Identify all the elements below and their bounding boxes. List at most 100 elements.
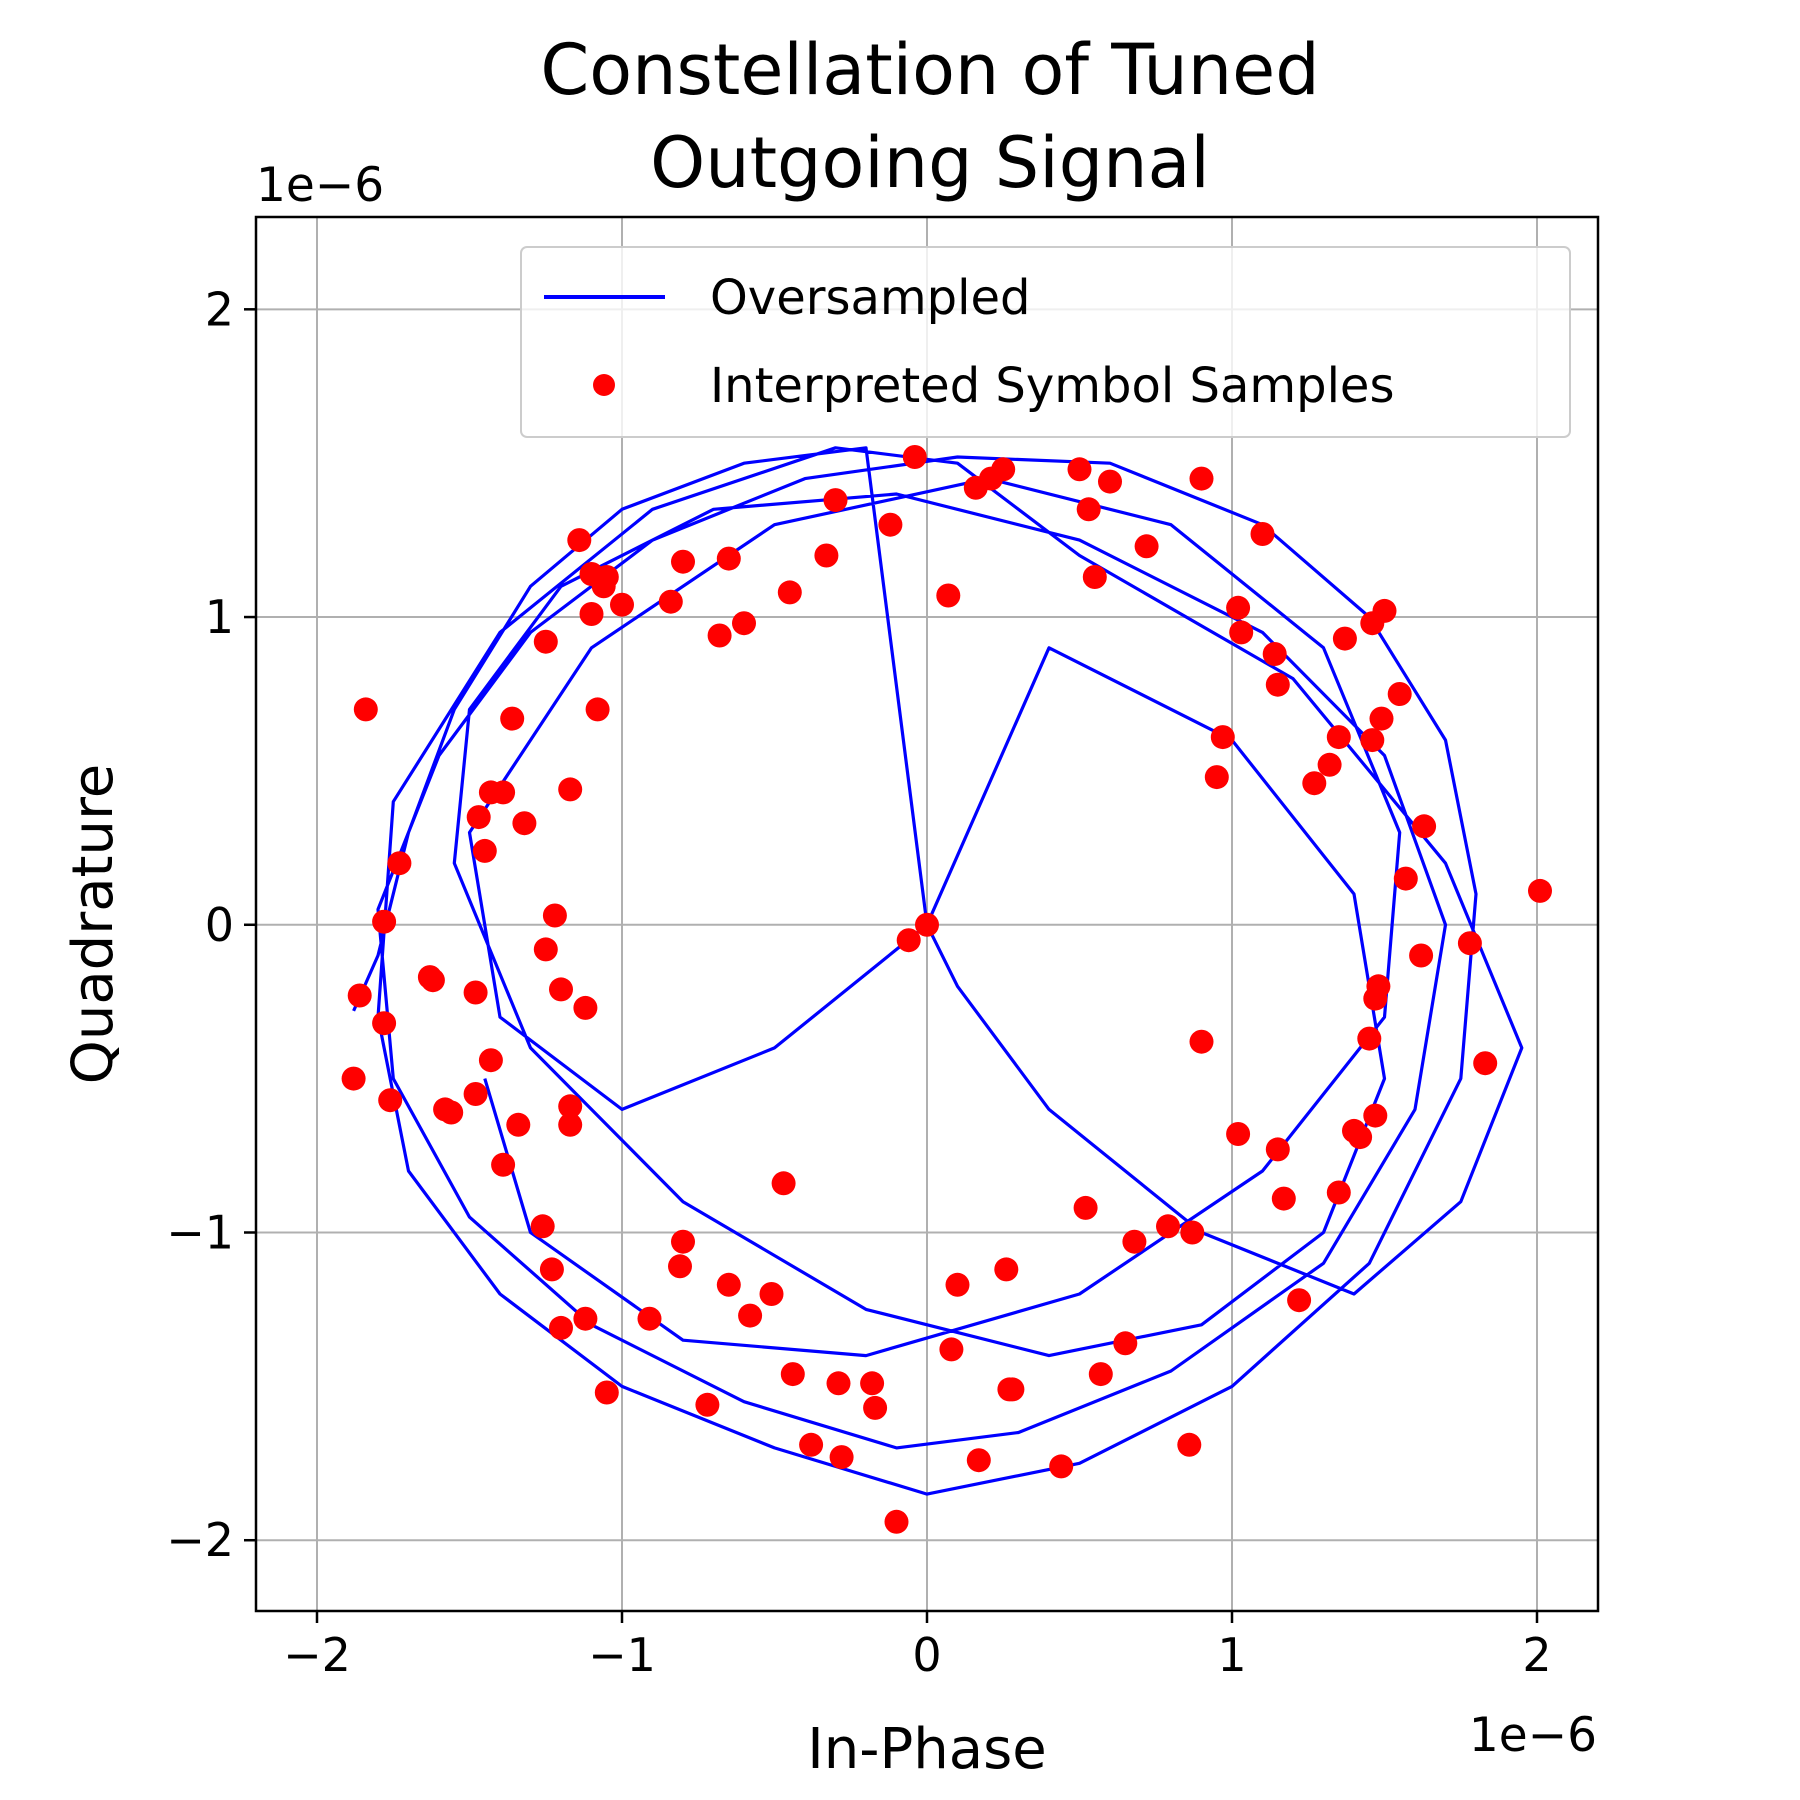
x-tick-label: 1 [1217,1628,1246,1682]
symbol-sample-point [1262,642,1287,666]
symbol-sample-point [610,592,634,617]
symbol-sample-point [573,1306,598,1331]
legend-label-oversampled: Oversampled [710,270,1030,326]
oversampled-series-line [352,446,1524,1496]
symbol-sample-point [463,980,488,1005]
symbol-sample-point [439,1100,464,1125]
symbol-sample-point [1387,682,1412,706]
symbol-sample-point [1326,725,1351,750]
symbol-sample-point [936,583,961,608]
symbol-sample-point [695,1392,720,1417]
symbol-sample-point [341,1066,366,1091]
symbol-sample-point [1271,1186,1296,1211]
symbol-sample-point [777,580,802,605]
symbol-sample-point [716,546,741,571]
x-axis-offset-text: 1e−6 [1469,1708,1597,1763]
symbol-sample-point [579,602,604,626]
symbol-sample-point [1000,1377,1025,1402]
symbol-sample-point [1332,626,1357,651]
symbol-sample-point [558,1112,583,1137]
symbol-sample-point [1412,814,1437,839]
symbol-sample-point [668,1254,692,1279]
symbol-sample-point [1189,466,1214,491]
y-tick-label: −1 [166,1205,234,1259]
symbol-sample-point [1134,534,1159,559]
symbol-sample-point [1067,457,1092,482]
symbol-sample-point [1393,866,1418,891]
symbol-sample-point [1528,878,1552,903]
symbol-sample-point [567,528,592,553]
symbol-sample-point [1363,1103,1388,1128]
symbol-sample-point [466,805,491,830]
symbol-sample-point [1098,469,1122,494]
symbol-sample-point [420,968,445,993]
x-axis-label: In-Phase [807,1717,1046,1782]
symbol-sample-point [558,777,583,802]
symbol-sample-point [896,928,921,953]
symbol-sample-point [1088,1362,1113,1387]
symbol-sample-point [594,565,619,589]
symbol-sample-point [829,1445,854,1470]
symbol-sample-point [463,1082,488,1106]
symbol-sample-point [814,543,839,568]
symbol-sample-point [658,589,683,614]
symbol-sample-point [353,697,378,722]
x-tick-label: 2 [1522,1628,1551,1682]
symbol-sample-point [1113,1331,1138,1356]
symbol-sample-point [994,1257,1019,1282]
legend-label-symbols: Interpreted Symbol Samples [710,358,1394,414]
symbol-sample-point [732,611,756,636]
legend-marker-swatch [593,374,615,396]
symbol-sample-point [1073,1195,1098,1220]
symbol-sample-point [1348,1125,1373,1150]
symbol-sample-point [1363,986,1388,1011]
symbol-sample-point [991,457,1016,482]
symbol-sample-point [1357,1026,1382,1051]
symbol-sample-point [573,995,598,1020]
y-tick-label: 2 [205,282,234,336]
symbol-sample-point [780,1362,805,1387]
symbol-sample-point [1317,752,1342,777]
symbol-sample-point [945,1272,970,1297]
y-tick-label: −2 [166,1513,234,1567]
symbol-sample-point [738,1303,763,1328]
symbol-sample-point [1250,522,1275,546]
symbol-sample-point [585,697,610,722]
symbol-sample-point [533,937,558,962]
symbol-sample-point [500,706,525,731]
y-tick-label: 1 [205,590,234,644]
symbol-sample-point [1049,1454,1074,1479]
legend-box [520,246,1571,438]
symbol-sample-point [1409,943,1434,968]
symbol-sample-point [966,1448,991,1473]
symbol-sample-point [387,851,412,876]
axis-ticks: −2 −1 0 1 2 −2 −1 0 1 2 [166,282,1551,1682]
symbol-sample-point [472,838,497,863]
symbol-sample-point [707,623,732,648]
symbol-sample-point [671,1229,695,1254]
symbol-sample-point [533,629,558,654]
legend: Oversampled Interpreted Symbol Samples [520,246,1571,438]
symbol-sample-point [1326,1180,1351,1205]
symbol-sample-point [491,1152,516,1177]
plot-area [341,445,1552,1534]
symbol-sample-point [771,1171,796,1196]
symbol-sample-point [558,1094,583,1119]
symbol-sample-point [915,912,939,937]
symbol-sample-point [1180,1220,1205,1245]
symbol-sample-point [512,811,537,836]
symbol-sample-point [372,909,397,934]
symbol-sample-point [1265,1137,1290,1162]
symbol-sample-point [378,1088,403,1113]
symbol-sample-point [1473,1051,1498,1076]
y-tick-label: 0 [205,898,234,952]
symbol-sample-point [1189,1029,1214,1054]
symbol-sample-point [530,1214,555,1239]
symbol-sample-point [1457,931,1482,956]
symbol-sample-point [549,1315,573,1340]
symbol-sample-point [594,1380,619,1405]
symbol-sample-point [478,1048,503,1073]
symbol-sample-point [549,977,573,1002]
symbol-sample-point [1122,1229,1147,1254]
symbol-sample-point [1177,1432,1202,1457]
